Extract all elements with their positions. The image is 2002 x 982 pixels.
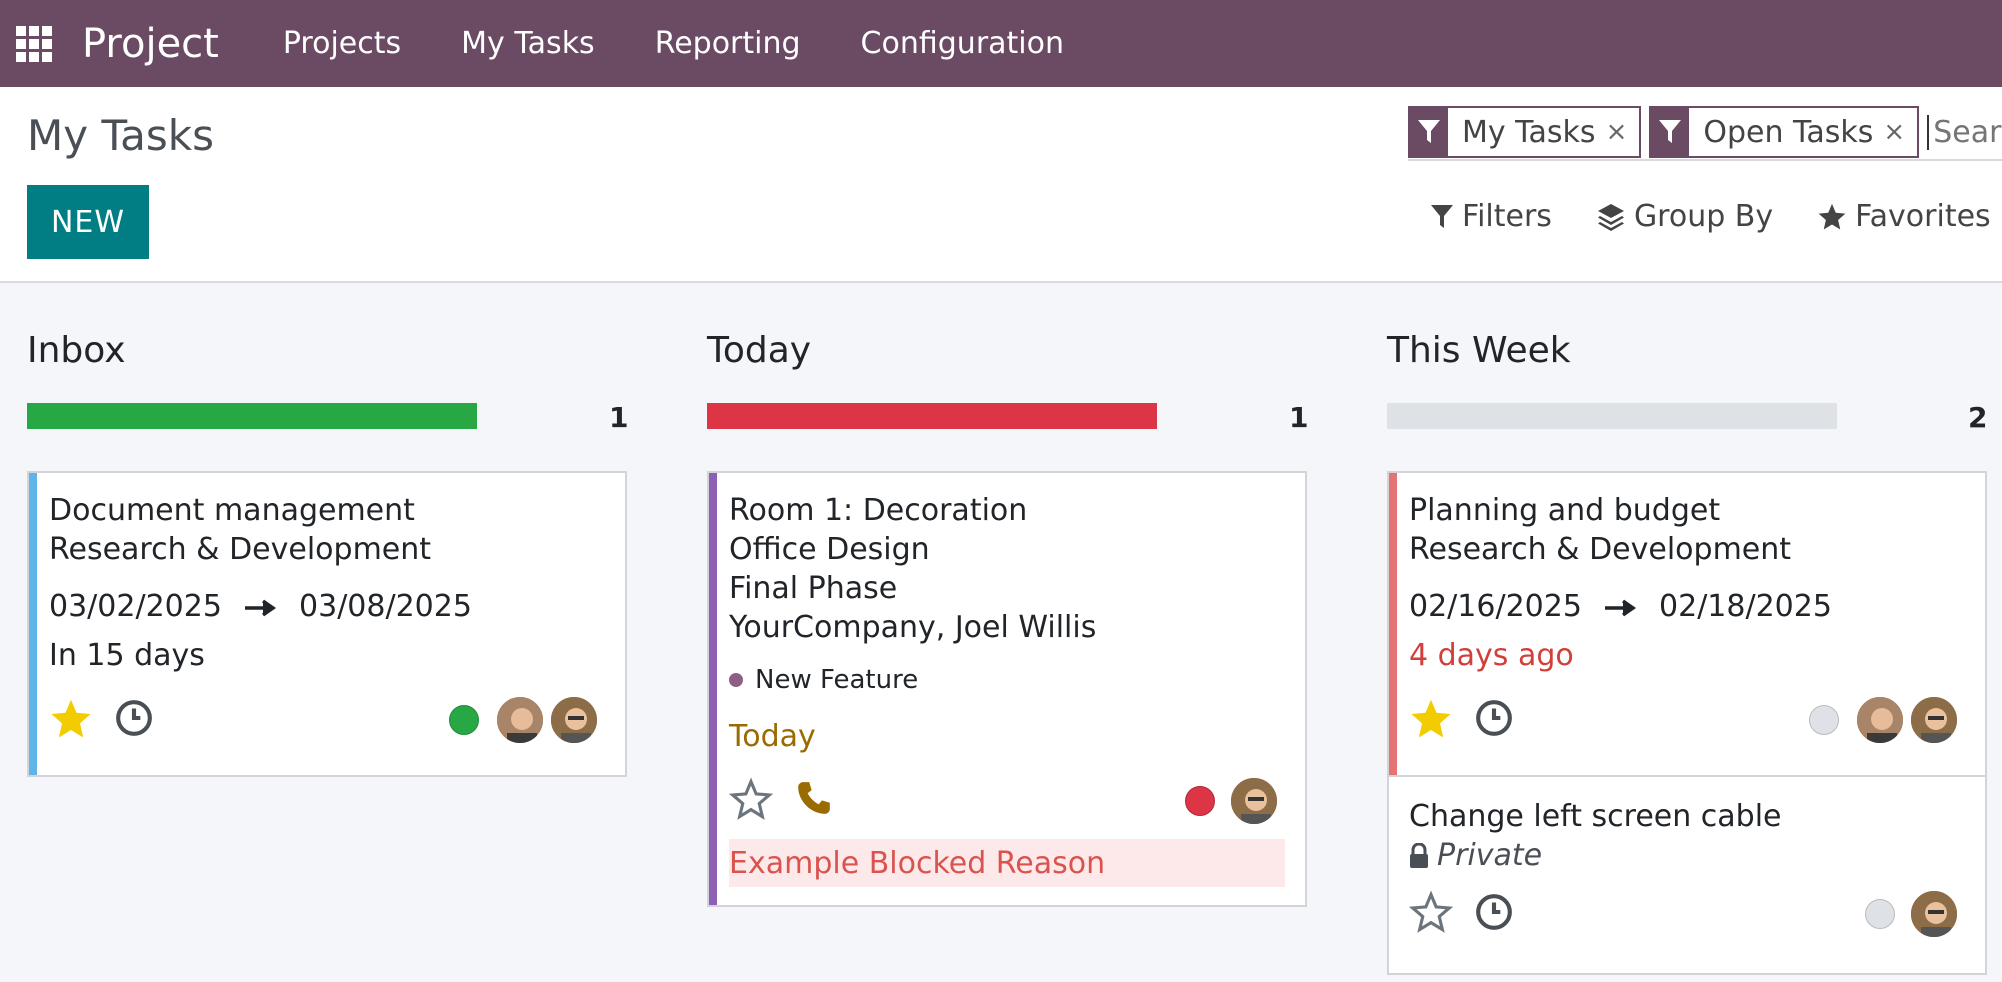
task-card-document-management[interactable]: Document management Research & Developme…: [27, 471, 627, 777]
task-deadline: In 15 days: [49, 638, 205, 673]
nav-my-tasks[interactable]: My Tasks: [461, 26, 595, 61]
task-stage: Final Phase: [729, 571, 898, 606]
task-customer: YourCompany, Joel Willis: [729, 610, 1097, 645]
column-count-inbox: 1: [609, 401, 629, 434]
task-project: Research & Development: [1409, 532, 1792, 567]
task-privacy: Private: [1409, 838, 1542, 873]
star-filled-icon[interactable]: [1409, 697, 1453, 741]
favorites-label: Favorites: [1855, 199, 1991, 234]
arrow-right-icon: [1605, 599, 1637, 616]
favorites-toggle[interactable]: Favorites: [1817, 199, 1991, 234]
phone-icon[interactable]: [795, 779, 833, 817]
column-title-this-week: This Week: [1387, 330, 1571, 371]
lock-icon: [1410, 842, 1428, 868]
avatar: [495, 695, 545, 745]
task-name: Room 1: Decoration: [729, 493, 1028, 528]
filter-icon: [1410, 108, 1448, 156]
status-dot-green[interactable]: [449, 705, 479, 735]
filters-label: Filters: [1462, 199, 1552, 234]
task-project: Research & Development: [49, 532, 432, 567]
task-card-planning-budget[interactable]: Planning and budget Research & Developme…: [1387, 471, 1987, 777]
page-title: My Tasks: [27, 111, 214, 160]
search-bar: My Tasks × Open Tasks ×: [1408, 105, 2002, 161]
star-outline-icon[interactable]: [729, 777, 773, 821]
avatar: [1909, 889, 1959, 939]
date-end: 02/18/2025: [1659, 589, 1832, 624]
date-end: 03/08/2025: [299, 589, 472, 624]
blocked-reason-text: Example Blocked Reason: [729, 845, 1106, 881]
status-dot-red[interactable]: [1185, 786, 1215, 816]
facet-open-tasks: Open Tasks ×: [1649, 106, 1920, 158]
column-title-inbox: Inbox: [27, 330, 126, 371]
filters-toggle[interactable]: Filters: [1430, 199, 1552, 234]
task-tag: New Feature: [729, 665, 918, 695]
group-by-toggle[interactable]: Group By: [1596, 199, 1773, 234]
facet-label: Open Tasks: [1703, 114, 1874, 150]
color-stripe: [1389, 473, 1397, 775]
clock-icon[interactable]: [115, 699, 153, 737]
arrow-right-icon: [245, 599, 277, 616]
facet-remove-icon[interactable]: ×: [1605, 117, 1628, 147]
layers-icon: [1597, 203, 1624, 231]
privacy-label: Private: [1437, 838, 1543, 873]
filter-icon: [1651, 108, 1690, 156]
nav-projects[interactable]: Projects: [282, 26, 402, 61]
search-options: Filters Group By Favorites: [1430, 199, 2002, 234]
facet-label: My Tasks: [1462, 114, 1596, 150]
blocked-reason-banner: Example Blocked Reason: [729, 839, 1285, 887]
status-dot-grey[interactable]: [1809, 705, 1839, 735]
avatar: [1229, 776, 1279, 826]
app-brand[interactable]: Project: [82, 20, 219, 67]
task-project: Office Design: [729, 532, 930, 567]
new-button[interactable]: NEW: [27, 185, 149, 259]
task-name: Document management: [49, 493, 415, 528]
tag-dot: [729, 673, 743, 687]
task-name: Planning and budget: [1409, 493, 1721, 528]
color-stripe: [709, 473, 717, 905]
column-title-today: Today: [707, 330, 812, 371]
status-dot-grey[interactable]: [1865, 899, 1895, 929]
app-menu-icon[interactable]: [16, 25, 52, 62]
star-filled-icon[interactable]: [49, 697, 93, 741]
progress-bar-today[interactable]: [707, 403, 1157, 429]
task-dates: 02/16/2025 02/18/2025: [1409, 589, 1832, 624]
column-count-this-week: 2: [1968, 401, 1988, 434]
progress-bar-this-week[interactable]: [1387, 403, 1837, 429]
date-start: 03/02/2025: [49, 589, 222, 624]
task-deadline: 4 days ago: [1409, 638, 1574, 673]
nav-reporting[interactable]: Reporting: [654, 26, 801, 61]
task-card-room-decoration[interactable]: Room 1: Decoration Office Design Final P…: [707, 471, 1307, 907]
task-dates: 03/02/2025 03/08/2025: [49, 589, 472, 624]
avatar: [549, 695, 599, 745]
date-start: 02/16/2025: [1409, 589, 1582, 624]
color-stripe: [29, 473, 37, 775]
top-navbar: Project Projects My Tasks Reporting Conf…: [0, 0, 2002, 87]
progress-bar-inbox[interactable]: [27, 403, 477, 429]
nav-configuration[interactable]: Configuration: [860, 26, 1064, 61]
star-icon: [1818, 203, 1846, 229]
task-deadline: Today: [729, 719, 816, 754]
clock-icon[interactable]: [1475, 699, 1513, 737]
avatar: [1855, 695, 1905, 745]
avatar: [1909, 695, 1959, 745]
column-count-today: 1: [1289, 401, 1309, 434]
tag-label: New Feature: [755, 665, 919, 695]
search-input[interactable]: [1927, 114, 2002, 150]
facet-my-tasks: My Tasks ×: [1408, 106, 1642, 158]
facet-remove-icon[interactable]: ×: [1883, 117, 1906, 147]
star-outline-icon[interactable]: [1409, 890, 1453, 934]
filter-icon: [1431, 204, 1453, 228]
task-card-change-cable[interactable]: Change left screen cable Private: [1387, 775, 1987, 975]
group-by-label: Group By: [1633, 199, 1774, 234]
task-name: Change left screen cable: [1409, 799, 1782, 834]
clock-icon[interactable]: [1475, 893, 1513, 931]
control-panel: My Tasks NEW My Tasks × Open Tasks × Fil…: [0, 87, 2002, 283]
